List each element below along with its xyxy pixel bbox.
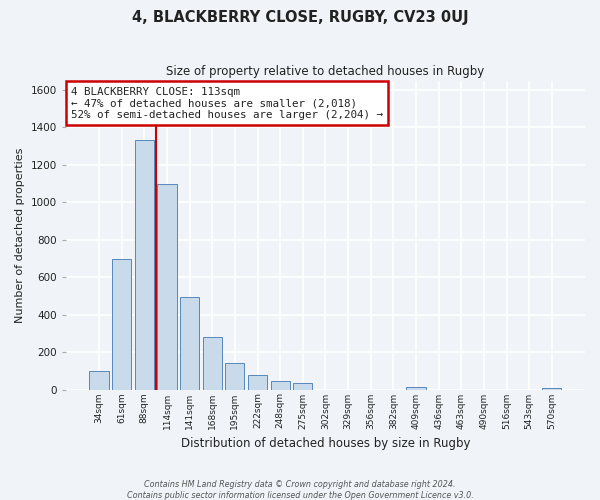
Bar (135, 140, 154, 390)
Text: 4, BLACKBERRY CLOSE, RUGBY, CV23 0UJ: 4, BLACKBERRY CLOSE, RUGBY, CV23 0UJ (131, 10, 469, 25)
Text: Contains HM Land Registry data © Crown copyright and database right 2024.
Contai: Contains HM Land Registry data © Crown c… (127, 480, 473, 500)
Bar (157, 184, 176, 390)
Bar (406, 386, 425, 390)
Bar (89, 371, 109, 390)
Bar (271, 381, 290, 390)
Bar (248, 374, 267, 390)
Bar (203, 337, 222, 390)
X-axis label: Distribution of detached houses by size in Rugby: Distribution of detached houses by size … (181, 437, 470, 450)
Text: 4 BLACKBERRY CLOSE: 113sqm
← 47% of detached houses are smaller (2,018)
52% of s: 4 BLACKBERRY CLOSE: 113sqm ← 47% of deta… (71, 86, 383, 120)
Bar (293, 383, 313, 390)
Bar (180, 297, 199, 390)
Bar (225, 364, 244, 390)
Bar (112, 260, 131, 390)
Title: Size of property relative to detached houses in Rugby: Size of property relative to detached ho… (166, 65, 485, 78)
Bar (542, 388, 562, 390)
Y-axis label: Number of detached properties: Number of detached properties (15, 148, 25, 322)
